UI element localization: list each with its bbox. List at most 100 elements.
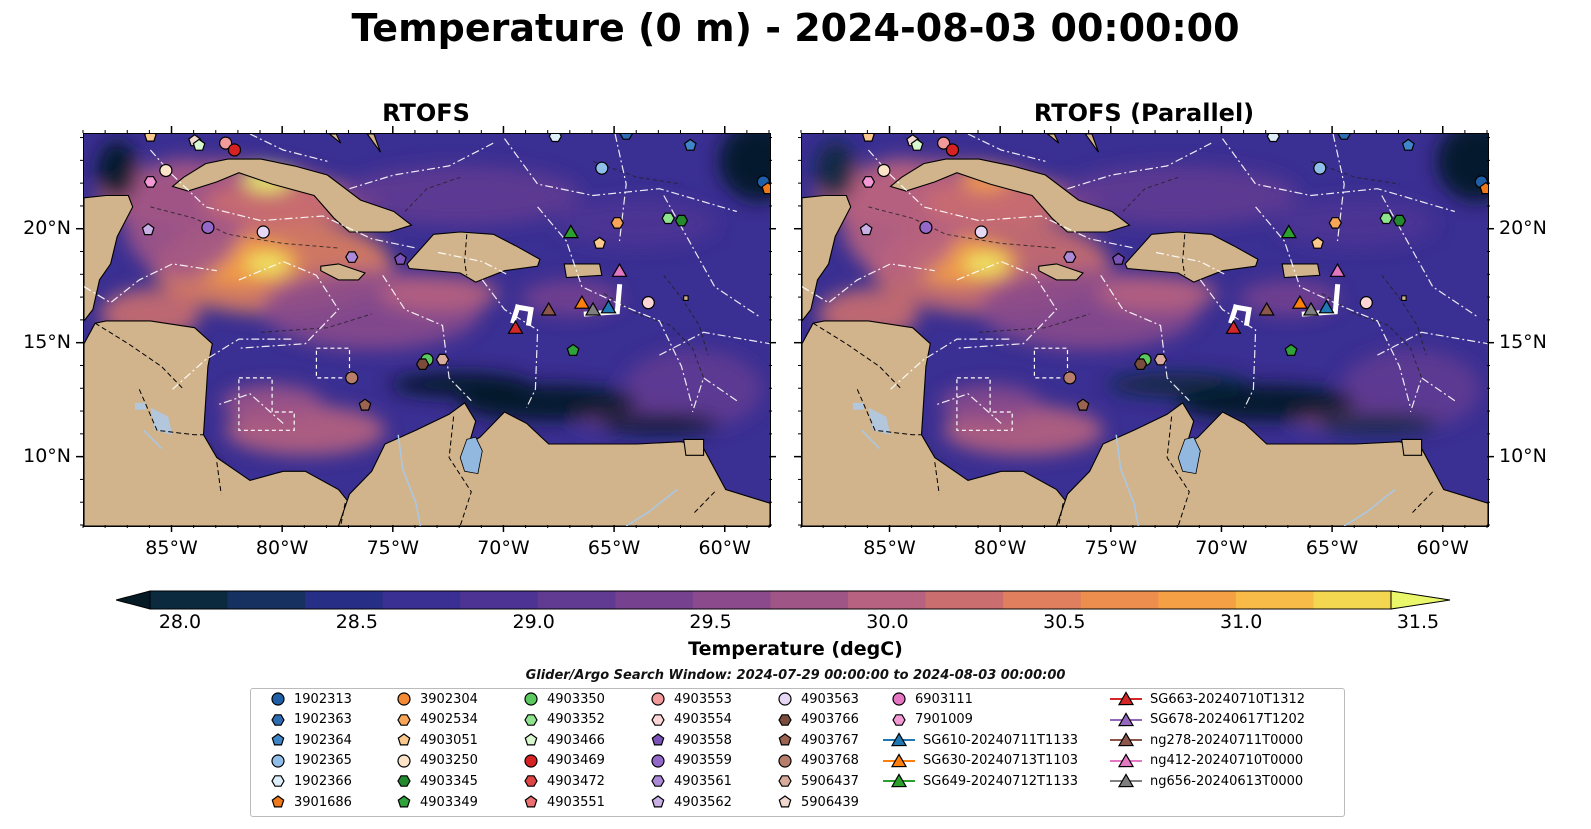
map-marker-4903563[interactable] (974, 225, 988, 239)
legend-marker-shape[interactable] (778, 692, 792, 706)
legend-marker-shape[interactable] (1117, 773, 1135, 788)
map-marker-3901686[interactable] (1479, 181, 1488, 195)
map-marker-4903553[interactable] (219, 136, 233, 150)
map-marker-SG649-20240712T1133[interactable] (1280, 224, 1297, 239)
map-marker-SG610-20240711T1133[interactable] (600, 299, 617, 314)
map-marker-7901009[interactable] (143, 176, 158, 188)
map-marker-ng656-20240613T0000[interactable] (1302, 301, 1320, 316)
map-marker-1902365[interactable] (1313, 161, 1327, 175)
legend-marker-shape[interactable] (397, 692, 411, 706)
map-marker-4903768[interactable] (345, 371, 359, 385)
legend-marker-shape[interactable] (651, 775, 665, 788)
map-marker-4903766[interactable] (1133, 358, 1148, 370)
legend-marker-shape[interactable] (524, 733, 538, 746)
map-marker-SG630-20240713T1103[interactable] (1291, 294, 1308, 309)
map-marker-SG630-20240713T1103[interactable] (573, 294, 590, 309)
legend-marker-shape[interactable] (1117, 691, 1135, 706)
map-marker-ng412-20240710T0000[interactable] (611, 262, 628, 277)
map-marker-4903558[interactable] (393, 252, 407, 265)
legend-marker-shape[interactable] (397, 713, 411, 726)
legend-marker-shape[interactable] (651, 795, 665, 808)
map-marker-4902534[interactable] (610, 217, 624, 229)
map-marker-4903559[interactable] (201, 220, 215, 235)
legend-marker-shape[interactable] (651, 754, 665, 768)
legend-marker-shape[interactable] (524, 775, 538, 788)
map-marker-ng278-20240711T0000[interactable] (540, 301, 557, 316)
map-marker-4903553[interactable] (937, 136, 951, 150)
map-marker-4903767[interactable] (358, 398, 372, 411)
legend-marker-shape[interactable] (271, 754, 285, 768)
legend-marker-shape[interactable] (397, 775, 411, 788)
map-marker-4903561[interactable] (345, 251, 359, 263)
map-marker-4903345[interactable] (1392, 214, 1407, 227)
legend-marker-shape[interactable] (651, 692, 665, 706)
map-marker-4902534[interactable] (1328, 217, 1342, 229)
legend-marker-shape[interactable] (778, 713, 792, 726)
map-marker-4903558[interactable] (1111, 252, 1125, 265)
map-marker-4903554[interactable] (1359, 296, 1373, 310)
legend-marker-shape[interactable] (397, 795, 411, 808)
map-marker-4903250[interactable] (877, 163, 891, 178)
map-marker-4903051[interactable] (1311, 236, 1325, 249)
map-marker-4903250[interactable] (159, 163, 173, 178)
map-marker-4903466[interactable] (192, 138, 206, 151)
legend-marker-shape[interactable] (271, 775, 285, 788)
map-marker-SG649-20240712T1133[interactable] (562, 224, 579, 239)
legend-marker-shape[interactable] (892, 713, 906, 726)
legend-marker-shape[interactable] (892, 692, 906, 706)
map-marker-1902365[interactable] (595, 161, 609, 175)
map-marker-SG663-20240710T1312[interactable] (1225, 319, 1242, 334)
legend-marker-shape[interactable] (271, 795, 285, 808)
map-marker-5906437[interactable] (435, 353, 450, 366)
legend-marker-shape[interactable] (397, 733, 411, 746)
legend-marker-shape[interactable] (524, 754, 538, 768)
map-panel-rtofs[interactable] (83, 133, 771, 527)
map-marker-4903051[interactable] (143, 134, 157, 142)
legend-marker-shape[interactable] (651, 713, 665, 726)
legend-marker-shape[interactable] (890, 773, 908, 788)
map-marker-4903559[interactable] (919, 220, 933, 235)
legend-marker-shape[interactable] (524, 713, 538, 726)
map-marker-4903563[interactable] (256, 225, 270, 239)
map-marker-4903349[interactable] (566, 343, 580, 356)
legend-marker-shape[interactable] (778, 775, 792, 788)
map-marker-ng412-20240710T0000[interactable] (1329, 262, 1346, 277)
map-marker-1902364[interactable] (1401, 138, 1415, 151)
map-marker-4903352[interactable] (661, 212, 675, 225)
map-marker-SG663-20240710T1312[interactable] (507, 319, 524, 334)
map-marker-4903554[interactable] (641, 296, 655, 310)
map-panel-rtofs-parallel[interactable] (801, 133, 1489, 527)
map-marker-4903051[interactable] (593, 236, 607, 249)
map-marker-4903766[interactable] (415, 358, 430, 370)
map-marker-1902363[interactable] (1337, 134, 1351, 140)
map-marker-SG610-20240711T1133[interactable] (1318, 299, 1335, 314)
legend-marker-shape[interactable] (778, 754, 792, 768)
legend-marker-shape[interactable] (1117, 711, 1135, 726)
map-marker-4903466[interactable] (910, 138, 924, 151)
map-marker-1902366[interactable] (1266, 134, 1280, 143)
legend-marker-shape[interactable] (1117, 732, 1135, 747)
legend-marker-shape[interactable] (1117, 752, 1135, 768)
map-marker-4903469[interactable] (945, 143, 960, 157)
map-marker-4903469[interactable] (227, 143, 242, 157)
legend-marker-shape[interactable] (890, 732, 908, 747)
map-marker-ng278-20240711T0000[interactable] (1258, 301, 1275, 316)
legend-marker-shape[interactable] (271, 733, 285, 746)
map-marker-5906437[interactable] (1153, 353, 1168, 366)
legend-marker-shape[interactable] (397, 754, 411, 768)
map-marker-4903345[interactable] (674, 214, 689, 227)
map-marker-7901009[interactable] (861, 176, 876, 188)
map-marker-4903767[interactable] (1076, 398, 1090, 411)
map-marker-4903349[interactable] (1284, 343, 1298, 356)
legend-marker-shape[interactable] (524, 795, 538, 808)
map-marker-1902364[interactable] (683, 138, 697, 151)
legend-marker-shape[interactable] (651, 733, 665, 746)
map-marker-ng656-20240613T0000[interactable] (584, 301, 602, 316)
legend-marker-shape[interactable] (890, 752, 908, 768)
map-marker-4903051[interactable] (861, 134, 875, 142)
map-marker-4903561[interactable] (1063, 251, 1077, 263)
map-marker-3901686[interactable] (761, 181, 770, 195)
legend-marker-shape[interactable] (271, 713, 285, 726)
map-marker-4903562[interactable] (141, 222, 155, 236)
map-marker-4903352[interactable] (1379, 212, 1393, 225)
